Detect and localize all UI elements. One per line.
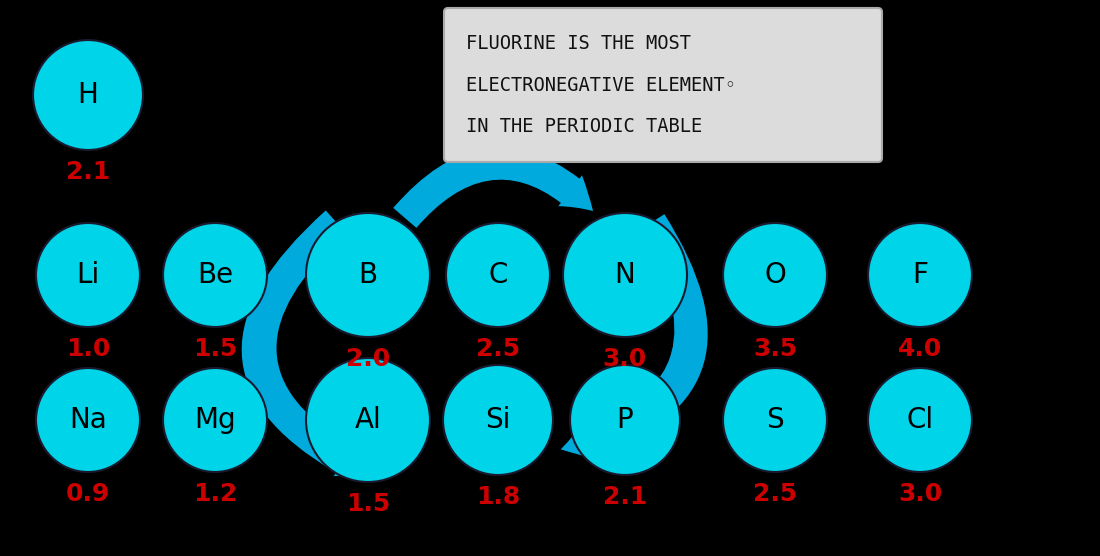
Text: Si: Si <box>485 406 510 434</box>
Circle shape <box>443 365 553 475</box>
Text: S: S <box>767 406 784 434</box>
Text: ELECTRONEGATIVE ELEMENT◦: ELECTRONEGATIVE ELEMENT◦ <box>466 76 736 95</box>
Text: O: O <box>764 261 785 289</box>
FancyArrowPatch shape <box>561 214 707 459</box>
Text: B: B <box>359 261 377 289</box>
Text: C: C <box>488 261 508 289</box>
Text: Mg: Mg <box>195 406 235 434</box>
Text: 4.0: 4.0 <box>898 337 942 361</box>
Circle shape <box>163 368 267 472</box>
Text: Cl: Cl <box>906 406 934 434</box>
Text: H: H <box>78 81 98 109</box>
FancyBboxPatch shape <box>444 8 882 162</box>
Text: F: F <box>912 261 928 289</box>
Text: Li: Li <box>76 261 100 289</box>
Circle shape <box>36 223 140 327</box>
Text: FLUORINE IS THE MOST: FLUORINE IS THE MOST <box>466 34 691 53</box>
Text: 3.5: 3.5 <box>752 337 798 361</box>
Text: 3.0: 3.0 <box>603 347 647 371</box>
Text: 1.5: 1.5 <box>345 492 390 516</box>
Text: 3.0: 3.0 <box>898 482 942 506</box>
Text: 2.0: 2.0 <box>345 347 390 371</box>
Circle shape <box>723 368 827 472</box>
Text: Be: Be <box>197 261 233 289</box>
FancyArrowPatch shape <box>393 148 593 228</box>
Text: 2.1: 2.1 <box>603 485 647 509</box>
Circle shape <box>570 365 680 475</box>
Text: P: P <box>617 406 634 434</box>
Circle shape <box>868 223 972 327</box>
Text: 1.0: 1.0 <box>66 337 110 361</box>
Text: 1.2: 1.2 <box>192 482 238 506</box>
Circle shape <box>563 213 688 337</box>
Text: 1.8: 1.8 <box>476 485 520 509</box>
Circle shape <box>306 358 430 482</box>
Text: 1.5: 1.5 <box>192 337 238 361</box>
Circle shape <box>723 223 827 327</box>
Text: 2.5: 2.5 <box>476 337 520 361</box>
Circle shape <box>306 213 430 337</box>
Text: N: N <box>615 261 636 289</box>
Text: IN THE PERIODIC TABLE: IN THE PERIODIC TABLE <box>466 117 702 136</box>
Text: Na: Na <box>69 406 107 434</box>
Circle shape <box>868 368 972 472</box>
Circle shape <box>163 223 267 327</box>
Circle shape <box>446 223 550 327</box>
Text: 0.9: 0.9 <box>66 482 110 506</box>
Text: 2.1: 2.1 <box>66 160 110 184</box>
Text: Al: Al <box>354 406 382 434</box>
Circle shape <box>33 40 143 150</box>
FancyArrowPatch shape <box>242 211 371 476</box>
Text: 2.5: 2.5 <box>752 482 798 506</box>
Circle shape <box>36 368 140 472</box>
